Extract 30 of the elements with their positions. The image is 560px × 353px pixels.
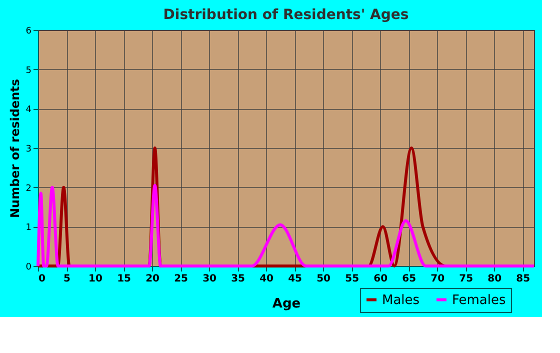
- x-tick-label: 80: [488, 274, 502, 284]
- x-tick-label: 85: [516, 274, 530, 284]
- x-tick-label: 40: [260, 274, 274, 284]
- x-tick-label: 55: [345, 274, 360, 284]
- x-axis-title: Age: [272, 296, 301, 312]
- x-tick-label: 15: [117, 274, 132, 284]
- y-tick-label: 3: [26, 144, 32, 154]
- x-tick-label: 45: [288, 274, 302, 284]
- x-tick-label: 5: [64, 274, 71, 284]
- x-tick-label: 25: [174, 274, 188, 284]
- y-tick-label: 5: [26, 66, 32, 76]
- y-tick-label: 1: [26, 223, 32, 234]
- x-tick-label: 50: [316, 274, 331, 284]
- x-tick-label: 60: [374, 274, 388, 284]
- x-tick-label: 75: [459, 274, 474, 284]
- x-tick-label: 10: [88, 274, 103, 284]
- x-tick-label: 35: [231, 274, 246, 284]
- x-tick-label: 0: [38, 274, 46, 284]
- legend-label: Females: [452, 292, 506, 308]
- x-tick-label: 30: [202, 274, 217, 284]
- y-tick-label: 0: [26, 262, 32, 272]
- x-tick-label: 70: [430, 274, 445, 284]
- x-tick-label: 20: [146, 274, 160, 284]
- y-axis-title: Number of residents: [8, 78, 22, 218]
- y-tick-label: 6: [26, 26, 32, 36]
- legend-label: Males: [382, 292, 420, 308]
- y-tick-label: 2: [26, 184, 32, 194]
- x-tick-label: 65: [402, 274, 416, 284]
- chart-title: Distribution of Residents' Ages: [163, 7, 409, 23]
- y-tick-label: 4: [26, 105, 32, 116]
